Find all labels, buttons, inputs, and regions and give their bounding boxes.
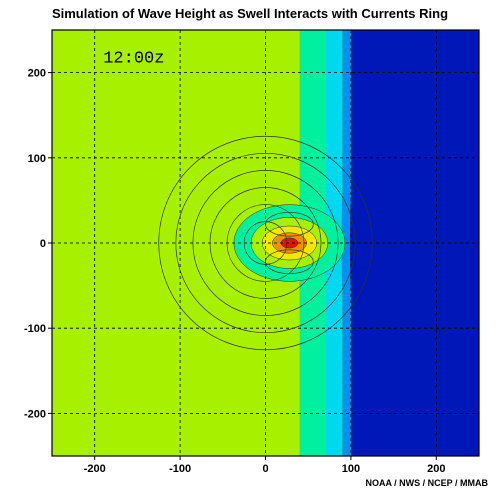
- current-contour-r125: [158, 135, 373, 351]
- x-tick-label: 0: [262, 463, 268, 475]
- chart-title: Simulation of Wave Height as Swell Inter…: [51, 6, 449, 21]
- peak-lobe-1: [265, 211, 314, 237]
- current-contour-r45: [226, 204, 305, 282]
- y-tick-label: 0: [40, 238, 46, 250]
- credit-text: NOAA / NWS / NCEP / MMAB: [365, 478, 488, 488]
- peak-lobe-2: [265, 249, 314, 275]
- wave-height-level-5: [280, 237, 299, 249]
- x-tick-label: 200: [427, 463, 445, 475]
- current-contour-r65: [209, 187, 322, 299]
- time-label: 12:00z: [103, 49, 164, 68]
- current-contour-r85: [192, 170, 339, 316]
- y-tick-label: -200: [24, 408, 46, 420]
- y-tick-label: 100: [28, 153, 46, 165]
- current-contour-r105: [175, 152, 356, 334]
- x-tick-label: -100: [169, 463, 191, 475]
- wave-height-field: [52, 30, 479, 456]
- x-tick-label: -200: [84, 463, 106, 475]
- current-contour-r25: [243, 221, 288, 265]
- y-tick-label: 200: [28, 68, 46, 80]
- grid: [52, 30, 479, 456]
- axis-ticks: -200 -100 0 100 200 200 100 0 -100 -200: [24, 68, 446, 475]
- y-tick-label: -100: [24, 323, 46, 335]
- current-ring-contours: [158, 135, 373, 351]
- x-tick-label: 100: [342, 463, 360, 475]
